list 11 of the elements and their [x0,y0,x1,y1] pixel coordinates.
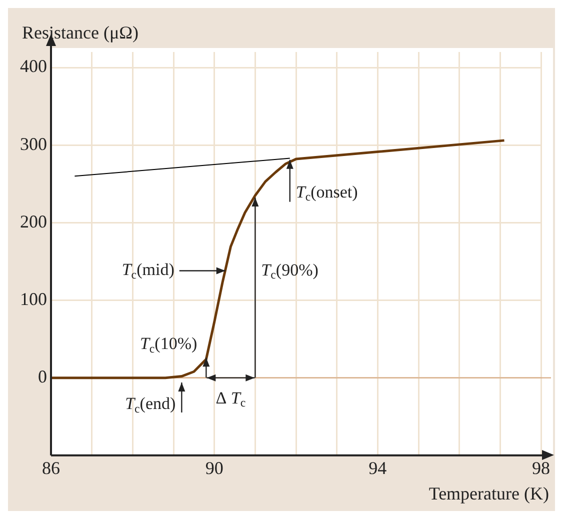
x-tick-label: 94 [368,458,387,478]
y-tick-label: 200 [20,211,47,232]
x-tick-label: 86 [42,458,60,478]
y-tick-label: 100 [20,288,47,309]
y-tick-label: 400 [20,56,47,76]
x-tick-label: 98 [532,458,550,478]
x-tick-label: 90 [205,458,224,478]
y-tick-label: 0 [38,366,47,387]
y-axis-title: Resistance (μΩ) [22,22,138,43]
x-axis-title: Temperature (K) [428,484,550,504]
y-tick-label: 300 [20,134,47,154]
